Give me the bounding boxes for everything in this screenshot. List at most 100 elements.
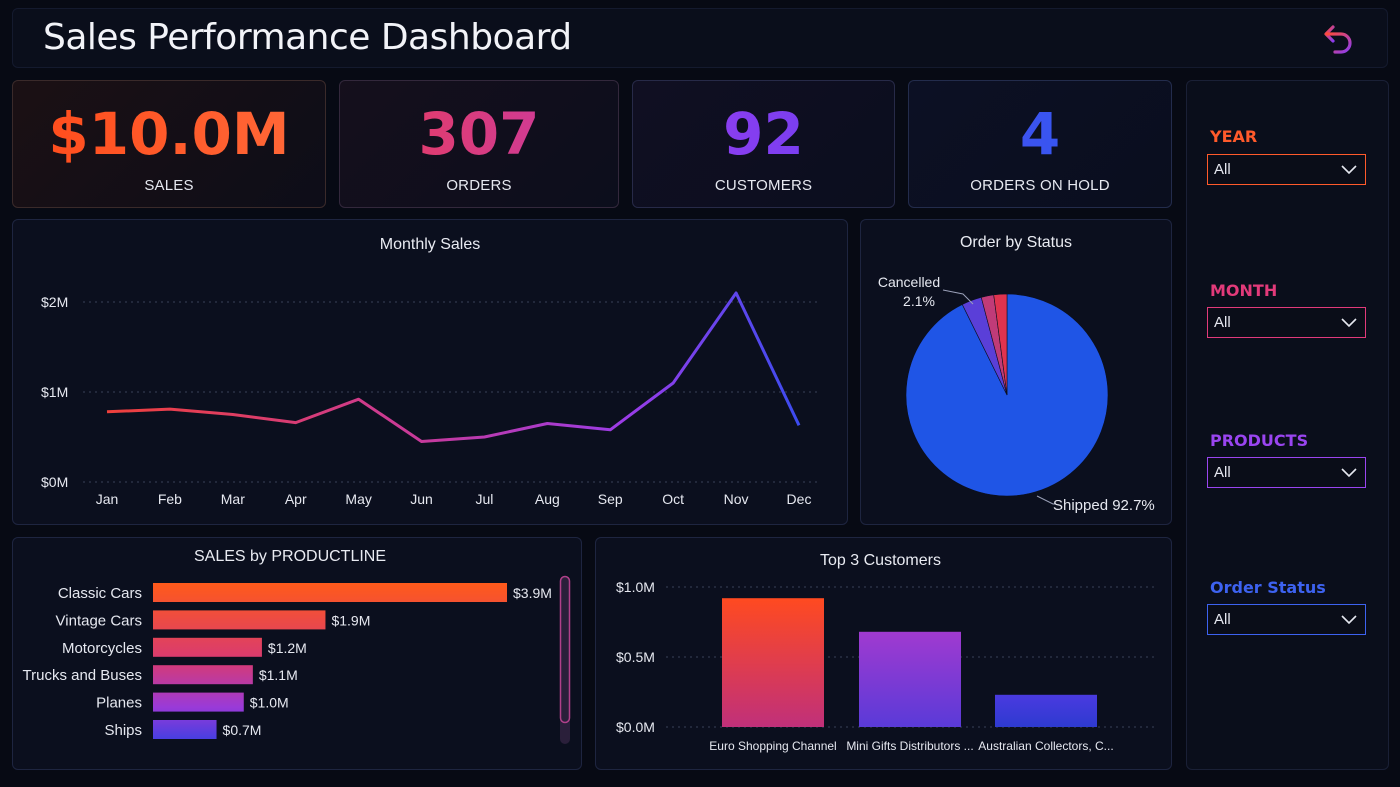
chevron-down-icon: [1341, 318, 1357, 328]
undo-arrow-icon[interactable]: [1321, 21, 1357, 57]
kpi-value: 307: [340, 103, 618, 165]
data-point: [357, 398, 360, 401]
pie-label-cancelled-pct: 2.1%: [903, 293, 935, 309]
leader-line: [942, 289, 974, 305]
order-status-title: Order by Status: [959, 234, 1073, 251]
category-label: Ships: [104, 722, 142, 739]
x-tick-label: Apr: [285, 491, 307, 507]
top-customers-title: Top 3 Customers: [820, 552, 941, 569]
x-tick-label: Jul: [476, 491, 494, 507]
kpi-card-orders: 307 ORDERS: [339, 80, 619, 208]
bar-value-label: $0.7M: [223, 722, 262, 738]
y-tick-label: $1.0M: [616, 579, 655, 595]
bar-value-label: $1.0M: [250, 695, 289, 711]
products-dropdown[interactable]: All: [1207, 457, 1366, 488]
category-label: Trucks and Buses: [23, 667, 143, 684]
sales-line: [106, 291, 801, 443]
year-dropdown[interactable]: All: [1207, 154, 1366, 185]
category-label: Classic Cars: [58, 585, 142, 602]
customer-bar: [995, 694, 1097, 727]
filter-label-month: MONTH: [1210, 281, 1278, 300]
y-tick-label: $2M: [41, 294, 68, 310]
page-title: Sales Performance Dashboard: [43, 17, 572, 58]
x-tick-label: Jun: [410, 491, 433, 507]
pie-slice: [993, 293, 1008, 396]
x-tick-label: Nov: [724, 491, 749, 507]
productline-panel: SALES by PRODUCTLINE Classic Cars $3.9M Vi…: [12, 537, 582, 770]
data-point: [106, 410, 109, 413]
top-customers-panel: Top 3 Customers $0.0M $0.5M $1.0M Euro Shop…: [595, 537, 1172, 770]
data-point: [735, 292, 738, 295]
x-tick-label: Mini Gifts Distributors ...: [846, 739, 973, 753]
customer-bar: [859, 631, 961, 727]
kpi-value: 4: [909, 103, 1171, 165]
chevron-down-icon: [1341, 615, 1357, 625]
category-label: Planes: [96, 695, 142, 712]
x-tick-label: May: [345, 491, 371, 507]
y-tick-label: $1M: [41, 384, 68, 400]
data-point: [546, 422, 549, 425]
product-bar: [153, 610, 326, 630]
product-bar: [153, 583, 507, 602]
products-dropdown-value: All: [1214, 464, 1231, 481]
scrollbar-thumb[interactable]: [559, 575, 571, 724]
bar-value-label: $1.2M: [268, 640, 307, 656]
y-tick-label: $0.5M: [616, 649, 655, 665]
product-bar: [153, 720, 217, 739]
header-bar: Sales Performance Dashboard: [12, 8, 1388, 68]
x-tick-label: Mar: [221, 491, 245, 507]
x-tick-label: Australian Collectors, C...: [978, 739, 1113, 753]
order-status-panel: Order by Status Cancelled 2.1% Shipped 92.…: [860, 219, 1172, 525]
kpi-value: 92: [633, 103, 894, 165]
y-tick-label: $0.0M: [616, 719, 655, 735]
scrollbar-track[interactable]: [560, 576, 570, 744]
x-tick-label: Euro Shopping Channel: [709, 739, 836, 753]
category-label: Vintage Cars: [56, 612, 142, 629]
bar-value-label: $1.1M: [259, 667, 298, 683]
leader-line: [1036, 495, 1055, 505]
kpi-label: CUSTOMERS: [714, 177, 813, 194]
kpi-value: $10.0M: [13, 103, 325, 165]
bar-value-label: $1.9M: [331, 612, 370, 628]
product-bar: [153, 665, 253, 685]
data-point: [798, 424, 801, 427]
monthly-sales-chart: $0M $1M $2M Jan Feb Mar Apr May Jun Jul Aug Sep Oct N…: [41, 291, 821, 507]
kpi-label: ORDERS: [446, 177, 512, 194]
data-point: [672, 382, 675, 385]
chevron-down-icon: [1341, 165, 1357, 175]
x-tick-label: Dec: [787, 491, 812, 507]
data-point: [231, 413, 234, 416]
customer-bar: [722, 598, 824, 727]
productline-title: SALES by PRODUCTLINE: [193, 548, 387, 565]
order-status-dropdown[interactable]: All: [1207, 604, 1366, 635]
bar-value-label: $3.9M: [513, 585, 552, 601]
monthly-sales-panel: Monthly Sales $0M $1M $2M Jan Feb Mar Apr May Ju…: [12, 219, 848, 525]
x-tick-label: Aug: [535, 491, 560, 507]
chevron-down-icon: [1341, 468, 1357, 478]
x-tick-label: Jan: [96, 491, 119, 507]
data-point: [294, 421, 297, 424]
x-tick-label: Feb: [158, 491, 182, 507]
productline-bar-chart: Classic Cars $3.9M Vintage Cars $1.9M Motorc…: [23, 575, 571, 744]
kpi-card-sales: $10.0M SALES: [12, 80, 326, 208]
kpi-label: ORDERS ON HOLD: [970, 177, 1110, 194]
category-label: Motorcycles: [62, 640, 142, 657]
data-point: [609, 428, 612, 431]
year-dropdown-value: All: [1214, 161, 1231, 178]
product-bar: [153, 637, 262, 657]
month-dropdown[interactable]: All: [1207, 307, 1366, 338]
y-tick-label: $0M: [41, 474, 68, 490]
monthly-sales-title: Monthly Sales: [379, 236, 481, 253]
x-tick-label: Sep: [598, 491, 623, 507]
pie-label-cancelled: Cancelled: [878, 274, 940, 290]
kpi-label: SALES: [144, 177, 194, 194]
kpi-card-orders-on-hold: 4 ORDERS ON HOLD: [908, 80, 1172, 208]
top-customers-bar-chart: $0.0M $0.5M $1.0M Euro Shopping Channel Mini…: [616, 579, 1156, 753]
order-status-pie: Cancelled 2.1% Shipped 92.7%: [878, 274, 1155, 514]
filters-sidebar: YEAR All MONTH All PRODUCTS All Order St…: [1186, 80, 1389, 770]
data-point: [168, 408, 171, 411]
month-dropdown-value: All: [1214, 314, 1231, 331]
data-point: [420, 440, 423, 443]
pie-label-shipped: Shipped 92.7%: [1053, 497, 1155, 514]
filter-label-year: YEAR: [1210, 127, 1258, 146]
